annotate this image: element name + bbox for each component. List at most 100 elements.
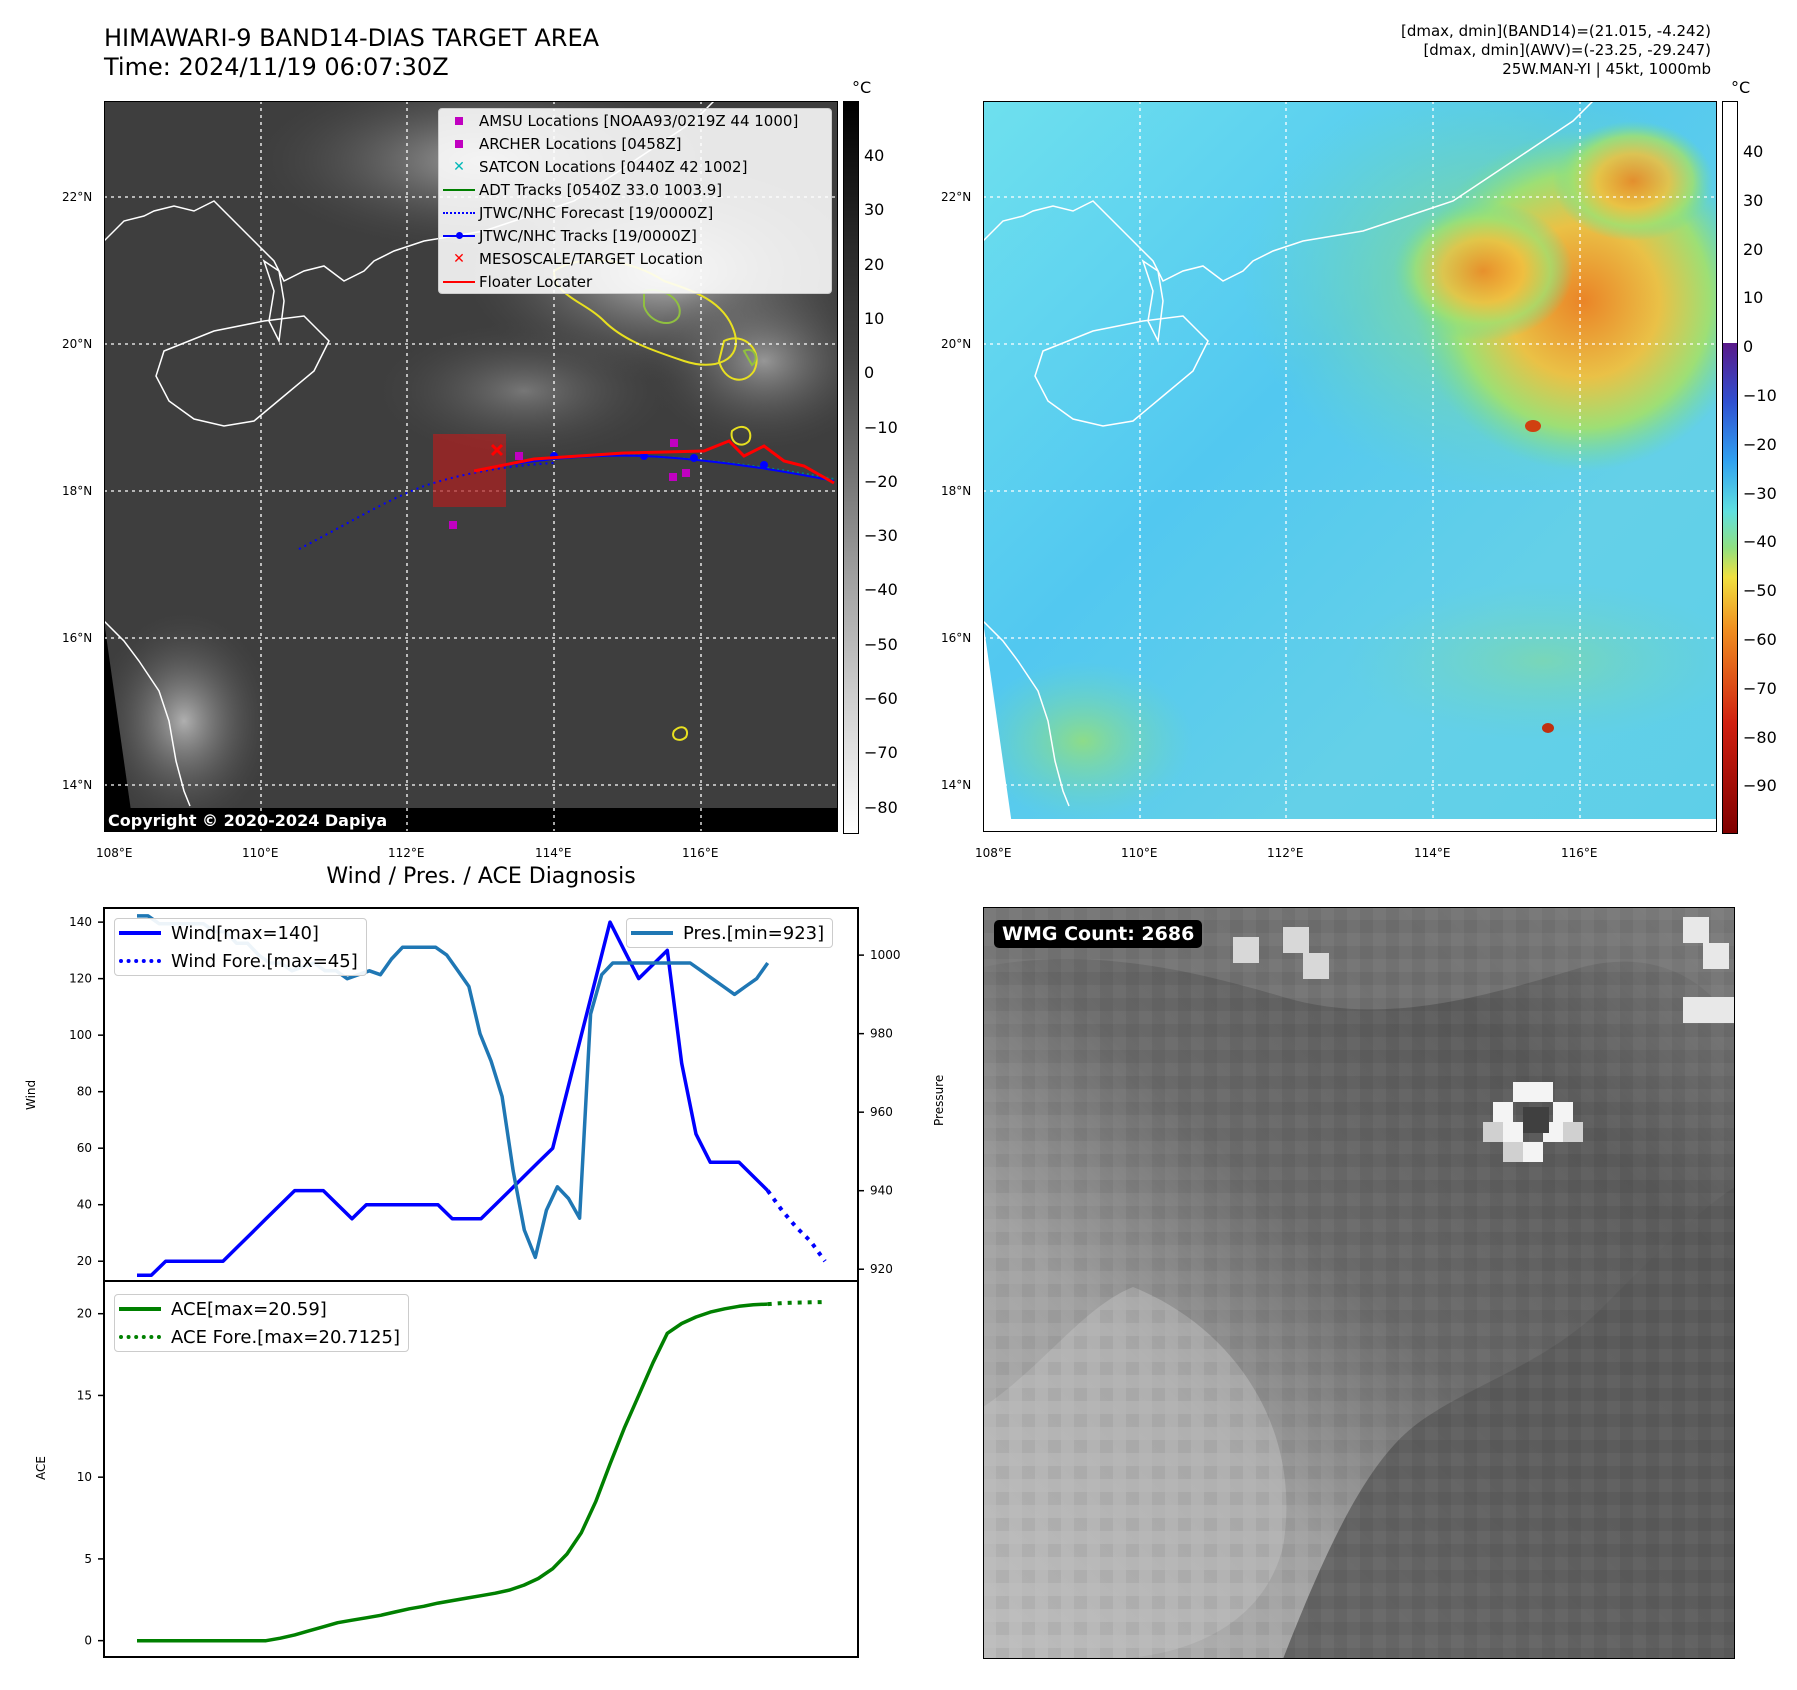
pressure-legend: Pres.[min=923] [626, 918, 834, 948]
wind-axis-tick-label: 80 [77, 1085, 92, 1099]
wind-axis-tick-label: 40 [77, 1198, 92, 1212]
wind-axis-tick-label: 100 [69, 1028, 92, 1042]
ace-axis-tick-label: 15 [77, 1388, 92, 1402]
colorbar-tick-label: −80 [864, 797, 898, 817]
legend-item-wind-fore: Wind Fore.[max=45] [115, 947, 366, 975]
ace-legend: ACE[max=20.59] ACE Fore.[max=20.7125] [114, 1294, 409, 1352]
pressure-axis-label: Pressure [932, 1074, 946, 1126]
dotted-line-icon [119, 959, 161, 963]
square-icon [455, 116, 463, 125]
colorbar-tick-label: −30 [864, 526, 898, 546]
map-legend: AMSU Locations [NOAA93/0219Z 44 1000] AR… [438, 108, 832, 294]
wind-axis-tick-label: 120 [69, 972, 92, 986]
info-line3: 25W.MAN-YI | 45kt, 1000mb [1502, 60, 1711, 78]
legend-item-adt: ADT Tracks [0540Z 33.0 1003.9] [439, 178, 831, 201]
line-icon [631, 931, 673, 935]
wmg-zoom-map [983, 907, 1735, 1659]
colorbar-tick-label: 10 [864, 308, 885, 328]
wind-axis-tick-label: 60 [77, 1141, 92, 1155]
ace-forecast-line [767, 1300, 826, 1307]
colorbar-tick-label: 40 [864, 146, 885, 165]
dotted-line-icon [119, 1335, 161, 1339]
colorbar-tick-label: −80 [1743, 727, 1777, 747]
colorbar-tick-label: −60 [1743, 630, 1777, 649]
figure-title-line2: Time: 2024/11/19 06:07:30Z [104, 53, 449, 81]
pressure-axis-tick-label: 940 [870, 1184, 893, 1198]
colorbar-tick-label: −30 [1743, 483, 1777, 503]
colorbar-tick-label: −40 [1743, 532, 1777, 552]
wind-axis-label: Wind [24, 1079, 38, 1110]
colorbar-unit: °C [1731, 78, 1751, 97]
colorbar-tick-label: 0 [1743, 337, 1754, 357]
colorbar-tick-label: 40 [1743, 142, 1764, 161]
info-line2: [dmax, dmin](AWV)=(-23.25, -29.247) [1423, 41, 1711, 59]
lat-label: 16°N [941, 631, 972, 645]
colorbar-tick-label: 30 [1743, 190, 1764, 210]
lon-label: 112°E [388, 846, 425, 860]
wind-legend: Wind[max=140] Wind Fore.[max=45] [114, 918, 367, 976]
ace-axis-label: ACE [34, 1456, 48, 1480]
ace-line [137, 1302, 768, 1643]
wind-axis-tick-label: 140 [69, 915, 92, 929]
wmg-count-badge: WMG Count: 2686 [994, 920, 1203, 948]
colorbar-tick-label: −50 [864, 634, 898, 654]
legend-item-ace: ACE[max=20.59] [115, 1295, 408, 1323]
lon-label: 114°E [1414, 846, 1451, 860]
legend-item-pres: Pres.[min=923] [627, 919, 832, 947]
lat-label: 20°N [62, 337, 93, 351]
lat-label: 16°N [62, 631, 93, 645]
awv-colorbar [1722, 101, 1738, 834]
colorbar-tick-label: 0 [864, 363, 875, 383]
awv-map [983, 101, 1717, 832]
lat-label: 14°N [62, 778, 93, 792]
lat-label: 22°N [941, 190, 972, 204]
wind-forecast-line [766, 1189, 827, 1263]
legend-item-jtwc-tracks: JTWC/NHC Tracks [19/0000Z] [439, 224, 831, 247]
ace-axis-tick-label: 5 [84, 1552, 92, 1566]
pressure-axis-tick-label: 980 [870, 1027, 893, 1041]
ace-axis-tick-label: 10 [77, 1470, 92, 1484]
colorbar-tick-label: 10 [1743, 288, 1764, 308]
colorbar-tick-label: −60 [864, 689, 898, 708]
lat-label: 18°N [62, 484, 93, 498]
line-icon [119, 1307, 161, 1311]
lon-label: 108°E [96, 846, 133, 860]
legend-item-floater: Floater Locater [439, 270, 831, 293]
band14-colorbar [843, 101, 859, 834]
line-dot-icon [443, 231, 475, 239]
colorbar-tick-label: 20 [1743, 239, 1764, 259]
lat-label: 18°N [941, 484, 972, 498]
square-icon [455, 139, 463, 148]
legend-item-jtwc-forecast: JTWC/NHC Forecast [19/0000Z] [439, 201, 831, 224]
legend-item-mesoscale: ✕ MESOSCALE/TARGET Location [453, 249, 704, 268]
line-icon [119, 931, 161, 935]
wind-line [137, 920, 769, 1278]
diagnosis-title: Wind / Pres. / ACE Diagnosis [326, 864, 636, 889]
colorbar-tick-label: −50 [1743, 581, 1777, 601]
lon-label: 116°E [1561, 846, 1598, 860]
legend-item-amsu: AMSU Locations [NOAA93/0219Z 44 1000] [439, 109, 831, 132]
lon-label: 114°E [535, 846, 572, 860]
x-icon: ✕ [453, 158, 465, 175]
colorbar-tick-label: −10 [864, 417, 898, 437]
pressure-axis-tick-label: 1000 [870, 948, 901, 962]
lon-label: 110°E [242, 846, 279, 860]
wind-axis-tick-label: 20 [77, 1254, 92, 1268]
lon-label: 110°E [1121, 846, 1158, 860]
copyright: Copyright © 2020-2024 Dapiya [108, 811, 388, 830]
ace-axis-tick-label: 20 [77, 1307, 92, 1321]
lat-label: 22°N [62, 190, 93, 204]
diagnosis-chart: 20 40 60 80 100 120 140 920 940 960 980 1000 0 5 10 15 2… [69, 907, 901, 1658]
legend-item-archer: ARCHER Locations [0458Z] [439, 132, 831, 155]
colorbar-tick-label: −70 [1743, 678, 1777, 698]
lon-label: 112°E [1267, 846, 1304, 860]
colorbar-tick-label: −90 [1743, 776, 1777, 796]
line-icon [443, 188, 475, 191]
colorbar-tick-label: −20 [864, 471, 898, 491]
colorbar-tick-label: −10 [1743, 386, 1777, 405]
lon-label: 108°E [975, 846, 1012, 860]
legend-item-wind: Wind[max=140] [115, 919, 366, 947]
colorbar-tick-label: −70 [864, 743, 898, 763]
info-line1: [dmax, dmin](BAND14)=(21.015, -4.242) [1400, 22, 1711, 40]
colorbar-tick-label: −40 [864, 580, 898, 600]
